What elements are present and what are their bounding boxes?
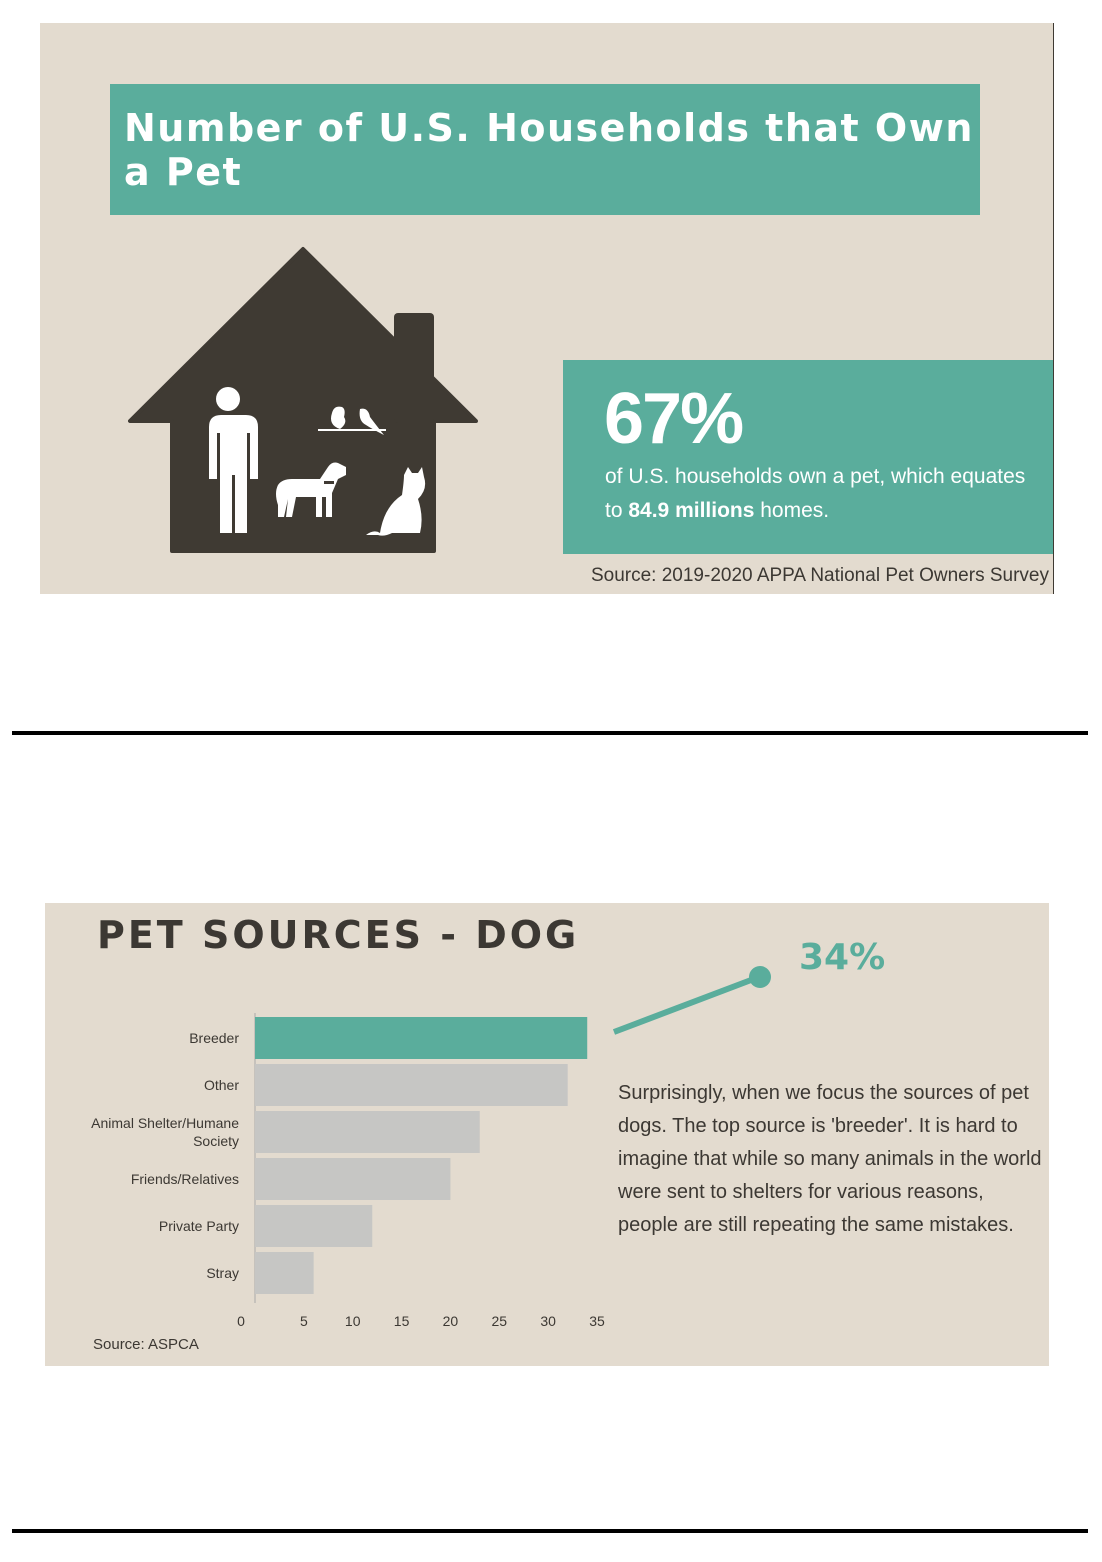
x-tick-label: 10 <box>345 1313 361 1329</box>
house-icon <box>128 247 478 553</box>
x-tick-label: 5 <box>300 1313 308 1329</box>
pet-sources-infographic: PET SOURCES - DOG Breeder Other Animal She… <box>45 903 1049 1366</box>
stat-box: 67% of U.S. households own a pet, which … <box>563 360 1053 554</box>
callout-dot <box>749 966 771 988</box>
chart-source: Source: ASPCA <box>93 1336 199 1353</box>
section-divider-bottom <box>12 1529 1088 1533</box>
x-tick-label: 15 <box>394 1313 410 1329</box>
section-divider <box>12 731 1088 735</box>
title-banner: Number of U.S. Households that Own a Pet <box>110 84 980 215</box>
source-note: Source: 2019-2020 APPA National Pet Owne… <box>590 565 1049 586</box>
dog-icon <box>276 462 346 517</box>
x-tick-label: 25 <box>491 1313 507 1329</box>
cat-icon <box>366 467 426 536</box>
category-label: Breeder <box>189 1030 239 1046</box>
stat-description: of U.S. households own a pet, which equa… <box>605 460 1035 528</box>
x-tick-label: 20 <box>443 1313 459 1329</box>
category-label: Private Party <box>159 1218 239 1234</box>
birds-icon <box>318 406 386 435</box>
infographic-title: Number of U.S. Households that Own a Pet <box>124 105 974 194</box>
bar-chart: Breeder Other Animal Shelter/Humane Society… <box>91 966 771 1329</box>
category-label: Friends/Relatives <box>131 1171 239 1187</box>
bar-friends-relatives <box>255 1158 451 1200</box>
households-infographic: Number of U.S. Households that Own a Pet… <box>40 23 1054 594</box>
callout-line <box>612 974 761 1035</box>
bar-animal-shelter-humane-society <box>255 1111 480 1153</box>
x-tick-label: 30 <box>540 1313 556 1329</box>
bar-private-party <box>255 1205 373 1247</box>
stat-text-end: homes. <box>754 499 830 522</box>
person-icon <box>209 387 258 533</box>
bar-breeder <box>255 1017 588 1059</box>
stat-text-start: of U.S. households own a pet, which equa… <box>605 465 1026 522</box>
x-tick-label: 0 <box>237 1313 245 1329</box>
category-label: Stray <box>206 1265 239 1281</box>
category-label: Animal Shelter/Humane Society <box>91 1115 239 1149</box>
x-tick-label: 35 <box>589 1313 605 1329</box>
category-label: Other <box>204 1077 239 1093</box>
callout-percent: 34% <box>799 937 886 978</box>
chart-title: PET SOURCES - DOG <box>97 913 580 957</box>
house-with-pets-icon <box>128 247 478 553</box>
bar-other <box>255 1064 568 1106</box>
stat-percent: 67% <box>604 379 744 459</box>
bar-stray <box>255 1252 314 1294</box>
stat-text-highlight: 84.9 millions <box>628 499 755 522</box>
chart-description: Surprisingly, when we focus the sources … <box>618 1082 1042 1236</box>
